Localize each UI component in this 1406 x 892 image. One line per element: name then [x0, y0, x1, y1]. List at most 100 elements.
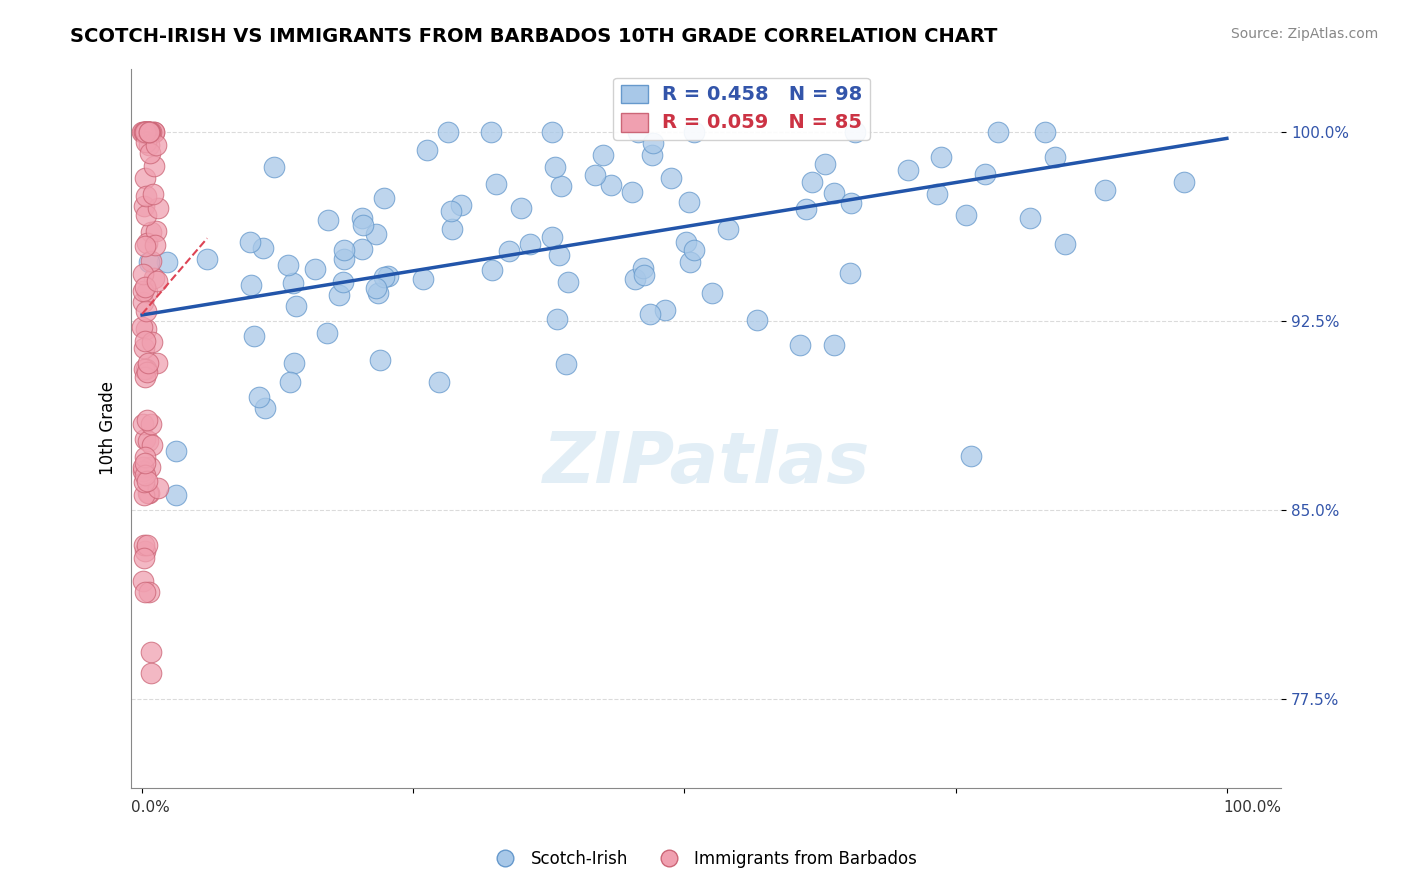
Point [134, 468, 156, 483]
Point [145, 238, 167, 252]
Point [519, 237, 541, 252]
Point [254, 401, 277, 415]
Point [600, 178, 623, 192]
Point [717, 221, 740, 235]
Point [823, 338, 845, 352]
Point [498, 244, 520, 258]
Point [134, 280, 156, 294]
Point [541, 230, 564, 244]
Point [138, 125, 160, 139]
Point [929, 150, 952, 164]
Text: Source: ZipAtlas.com: Source: ZipAtlas.com [1230, 27, 1378, 41]
Point [959, 449, 981, 463]
Point [134, 362, 156, 376]
Point [135, 125, 157, 139]
Point [548, 248, 571, 262]
Point [368, 353, 391, 368]
Point [240, 278, 263, 293]
Point [135, 188, 157, 202]
Point [135, 474, 157, 488]
Point [450, 198, 472, 212]
Point [333, 243, 356, 257]
Point [263, 160, 285, 174]
Point [550, 178, 572, 193]
Point [131, 125, 153, 139]
Point [148, 481, 170, 495]
Point [974, 167, 997, 181]
Point [794, 202, 817, 216]
Point [135, 538, 157, 552]
Point [350, 242, 373, 256]
Point [132, 294, 155, 309]
Point [132, 267, 155, 281]
Point [659, 170, 682, 185]
Point [195, 252, 218, 266]
Point [136, 235, 159, 250]
Point [683, 125, 706, 139]
Point [136, 486, 159, 500]
Point [352, 211, 374, 225]
Point [510, 201, 533, 215]
Point [1173, 175, 1195, 189]
Point [481, 263, 503, 277]
Point [440, 204, 463, 219]
Point [134, 239, 156, 253]
Point [364, 227, 387, 241]
Point [139, 666, 162, 681]
Point [135, 413, 157, 427]
Point [557, 275, 579, 289]
Point [638, 307, 661, 321]
Point [142, 271, 165, 285]
Point [278, 375, 301, 389]
Point [142, 125, 165, 139]
Point [138, 138, 160, 153]
Point [132, 125, 155, 139]
Point [955, 208, 977, 222]
Point [800, 175, 823, 189]
Point [135, 208, 157, 222]
Point [416, 143, 439, 157]
Point [654, 302, 676, 317]
Text: 100.0%: 100.0% [1223, 800, 1281, 815]
Point [134, 433, 156, 447]
Point [146, 274, 169, 288]
Point [427, 376, 450, 390]
Y-axis label: 10th Grade: 10th Grade [100, 381, 117, 475]
Point [134, 538, 156, 552]
Point [134, 456, 156, 470]
Text: ZIPatlas: ZIPatlas [543, 429, 870, 499]
Point [544, 160, 567, 174]
Point [138, 125, 160, 139]
Point [789, 338, 811, 352]
Point [134, 125, 156, 139]
Point [328, 288, 350, 302]
Point [138, 486, 160, 500]
Point [627, 125, 650, 139]
Point [633, 260, 655, 275]
Point [132, 460, 155, 475]
Legend: Scotch-Irish, Immigrants from Barbados: Scotch-Irish, Immigrants from Barbados [482, 844, 924, 875]
Point [1094, 183, 1116, 197]
Point [315, 326, 337, 341]
Point [377, 268, 399, 283]
Point [141, 335, 163, 350]
Point [135, 125, 157, 139]
Point [284, 299, 307, 313]
Point [679, 255, 702, 269]
Text: SCOTCH-IRISH VS IMMIGRANTS FROM BARBADOS 10TH GRADE CORRELATION CHART: SCOTCH-IRISH VS IMMIGRANTS FROM BARBADOS… [70, 27, 998, 45]
Point [925, 186, 948, 201]
Point [134, 488, 156, 502]
Point [145, 138, 167, 153]
Point [678, 194, 700, 209]
Point [136, 125, 159, 139]
Point [135, 135, 157, 149]
Point [283, 355, 305, 369]
Point [367, 286, 389, 301]
Point [134, 475, 156, 489]
Point [546, 312, 568, 326]
Point [135, 362, 157, 376]
Point [134, 585, 156, 599]
Point [141, 438, 163, 452]
Point [136, 356, 159, 370]
Point [136, 365, 159, 379]
